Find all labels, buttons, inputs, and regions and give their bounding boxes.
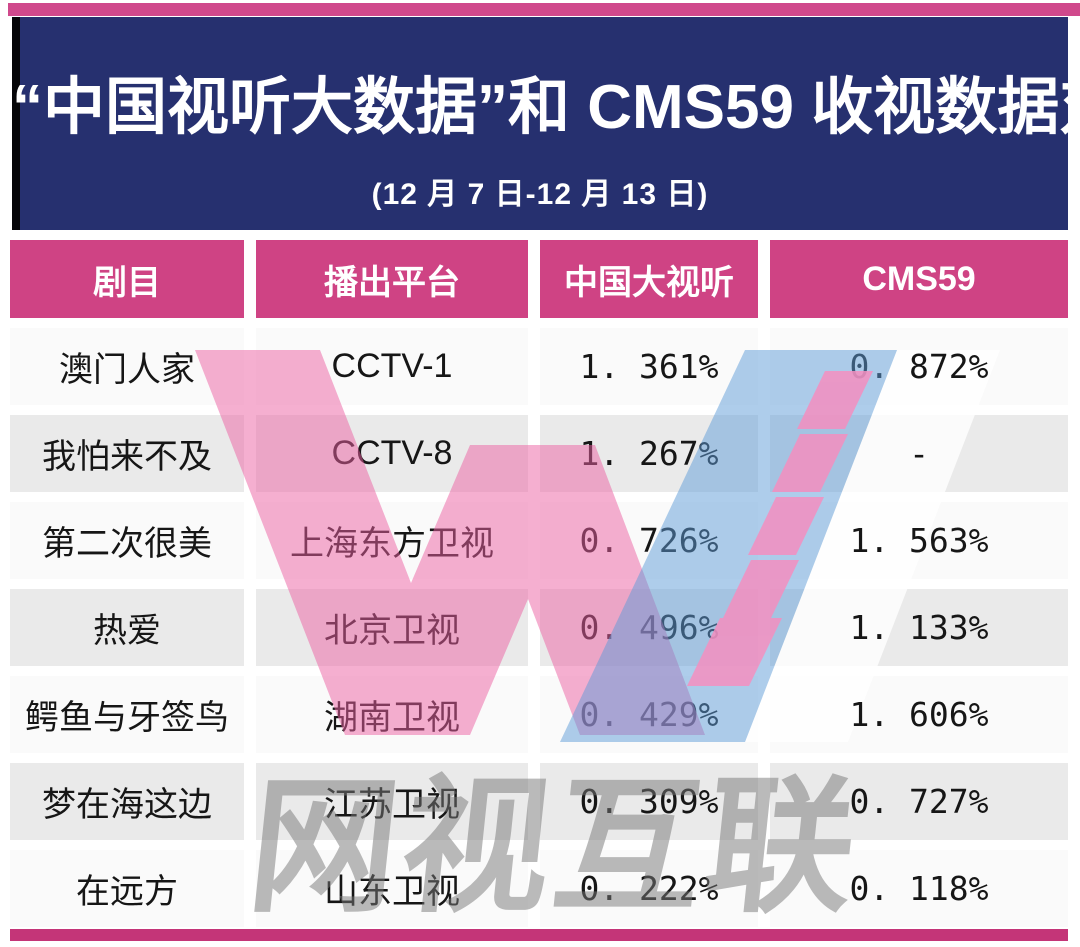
bigdata-value-cell: 0. 222% — [540, 850, 758, 927]
data-table: 剧目 播出平台 中国大视听 CMS59 澳门人家 CCTV-1 1. 361% 0. … — [10, 240, 1068, 927]
drama-name-cell: 第二次很美 — [10, 502, 244, 579]
col-header-platform: 播出平台 — [256, 240, 528, 318]
bigdata-value-cell: 0. 309% — [540, 763, 758, 840]
platform-cell: 上海东方卫视 — [256, 502, 528, 579]
drama-name-cell: 热爱 — [10, 589, 244, 666]
cms59-value-cell: 0. 118% — [770, 850, 1068, 927]
drama-name-cell: 梦在海这边 — [10, 763, 244, 840]
cms59-value-cell: 0. 727% — [770, 763, 1068, 840]
cms59-value-cell: 1. 563% — [770, 502, 1068, 579]
drama-name-cell: 在远方 — [10, 850, 244, 927]
bottom-accent-bar — [10, 929, 1068, 941]
bigdata-value-cell: 0. 429% — [540, 676, 758, 753]
bigdata-value-cell: 0. 496% — [540, 589, 758, 666]
drama-name-cell: 我怕来不及 — [10, 415, 244, 492]
platform-cell: CCTV-8 — [256, 415, 528, 492]
cms59-value-cell: 0. 872% — [770, 328, 1068, 405]
bigdata-value-cell: 0. 726% — [540, 502, 758, 579]
col-header-bigdata: 中国大视听 — [540, 240, 758, 318]
drama-name-cell: 澳门人家 — [10, 328, 244, 405]
platform-cell: 山东卫视 — [256, 850, 528, 927]
title-banner: “中国视听大数据”和 CMS59 收视数据对比 (12 月 7 日-12 月 1… — [12, 17, 1080, 230]
top-accent-bar — [8, 3, 1080, 16]
page-subtitle: (12 月 7 日-12 月 13 日) — [371, 178, 709, 211]
col-header-drama: 剧目 — [10, 240, 244, 318]
bigdata-value-cell: 1. 361% — [540, 328, 758, 405]
drama-name-cell: 鳄鱼与牙签鸟 — [10, 676, 244, 753]
cms59-value-cell: 1. 606% — [770, 676, 1068, 753]
bigdata-value-cell: 1. 267% — [540, 415, 758, 492]
platform-cell: 北京卫视 — [256, 589, 528, 666]
platform-cell: CCTV-1 — [256, 328, 528, 405]
col-header-cms59: CMS59 — [770, 240, 1068, 318]
cms59-value-cell: 1. 133% — [770, 589, 1068, 666]
platform-cell: 江苏卫视 — [256, 763, 528, 840]
cms59-value-cell: - — [770, 415, 1068, 492]
banner-left-black-stripe — [12, 17, 20, 230]
page-title: “中国视听大数据”和 CMS59 收视数据对比 — [12, 73, 1080, 142]
platform-cell: 湖南卫视 — [256, 676, 528, 753]
